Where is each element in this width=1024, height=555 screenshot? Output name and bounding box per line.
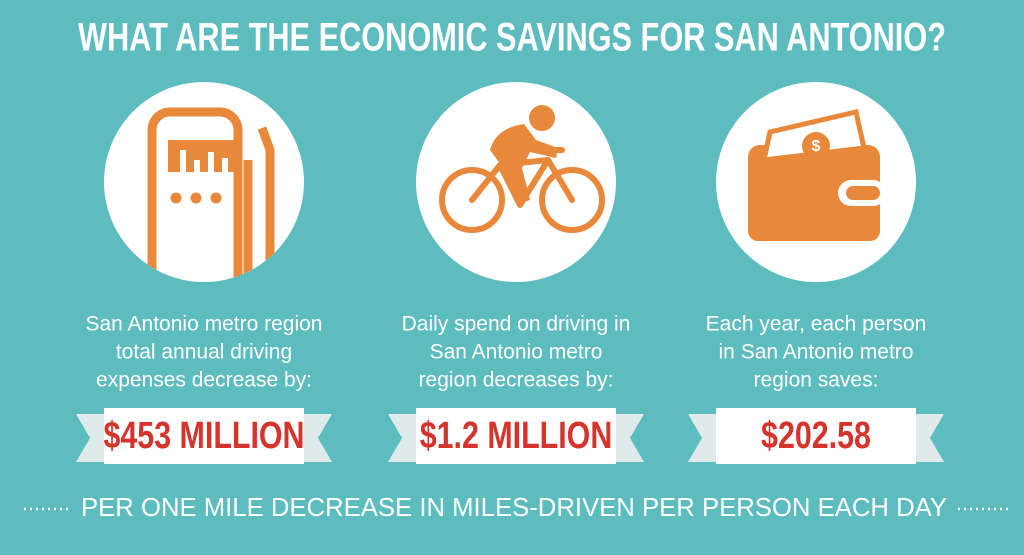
title: WHAT ARE THE ECONOMIC SAVINGS FOR SAN AN… [78, 16, 946, 60]
description-line: expenses decrease by: [96, 369, 312, 392]
ribbon-tail [688, 414, 722, 462]
footer-text: PER ONE MILE DECREASE IN MILES-DRIVEN PE… [81, 492, 947, 522]
ribbon-tail [388, 414, 422, 462]
ribbon [416, 408, 616, 464]
value-text: $1.2 MILLION [420, 415, 613, 457]
description-line: Each year, each person [706, 313, 927, 336]
ribbon-tail [610, 414, 644, 462]
description-line: Daily spend on driving in [402, 313, 631, 336]
ribbon-tail [298, 414, 332, 462]
description-line: region saves: [754, 369, 879, 392]
description-line: San Antonio metro [430, 341, 603, 364]
description-line: San Antonio metro region [86, 313, 323, 336]
svg-text:$: $ [812, 138, 821, 155]
ribbon-tail [76, 414, 110, 462]
description-line: in San Antonio metro [719, 341, 914, 364]
description-line: region decreases by: [419, 369, 614, 392]
wallet-icon: $ [716, 82, 916, 282]
bicycle-icon [416, 82, 616, 282]
value-text: $202.58 [761, 415, 871, 457]
value-text: $453 MILLION [103, 415, 304, 457]
gas-pump-icon [104, 82, 304, 282]
ribbon [716, 408, 916, 464]
description-line: total annual driving [116, 341, 292, 364]
ribbon-tail [910, 414, 944, 462]
ribbon [104, 408, 304, 464]
